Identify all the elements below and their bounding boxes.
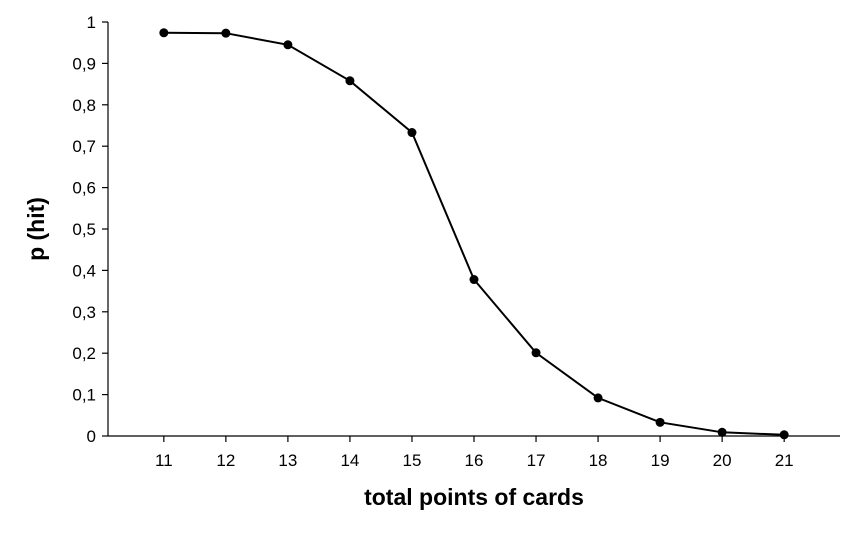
y-ticks: 0 0,1 0,2 0,3 0,4 0,5 0,6 0,7 0,8 0,9 1	[72, 13, 108, 446]
y-tick-label: 0,9	[72, 54, 96, 73]
y-tick-label: 0,5	[72, 220, 96, 239]
x-tick-label: 11	[155, 451, 173, 470]
y-tick-label: 1	[87, 13, 96, 32]
data-point	[283, 40, 293, 50]
x-tick-label: 17	[527, 451, 546, 470]
y-axis-title: p (hit)	[23, 197, 49, 261]
y-tick-label: 0,8	[72, 96, 96, 115]
y-tick-label: 0,1	[72, 386, 96, 405]
data-point	[717, 427, 727, 437]
data-point	[655, 417, 665, 427]
x-ticks: 11 12 13 14 15 16 17 18 19 20 21	[155, 436, 794, 470]
data-point	[345, 76, 355, 86]
x-tick-label: 12	[216, 451, 235, 470]
axes	[107, 22, 840, 437]
x-tick-label: 19	[651, 451, 670, 470]
x-tick-label: 15	[403, 451, 422, 470]
y-tick-label: 0	[87, 427, 96, 446]
data-point	[159, 28, 169, 38]
data-points	[159, 28, 789, 440]
x-tick-label: 20	[713, 451, 732, 470]
data-point	[531, 348, 541, 358]
x-tick-label: 21	[775, 451, 794, 470]
x-tick-label: 16	[465, 451, 484, 470]
y-tick-label: 0,7	[72, 137, 96, 156]
x-tick-label: 14	[340, 451, 359, 470]
data-point	[469, 275, 479, 285]
y-tick-label: 0,2	[72, 344, 96, 363]
x-tick-label: 18	[589, 451, 608, 470]
x-axis-title: total points of cards	[364, 484, 584, 510]
data-point	[779, 430, 789, 440]
y-tick-label: 0,4	[72, 261, 96, 280]
x-tick-label: 13	[278, 451, 297, 470]
data-point	[593, 393, 603, 403]
series-line	[163, 31, 785, 436]
data-point	[221, 28, 231, 38]
y-tick-label: 0,3	[72, 303, 96, 322]
y-tick-label: 0,6	[72, 179, 96, 198]
data-point	[407, 128, 417, 138]
